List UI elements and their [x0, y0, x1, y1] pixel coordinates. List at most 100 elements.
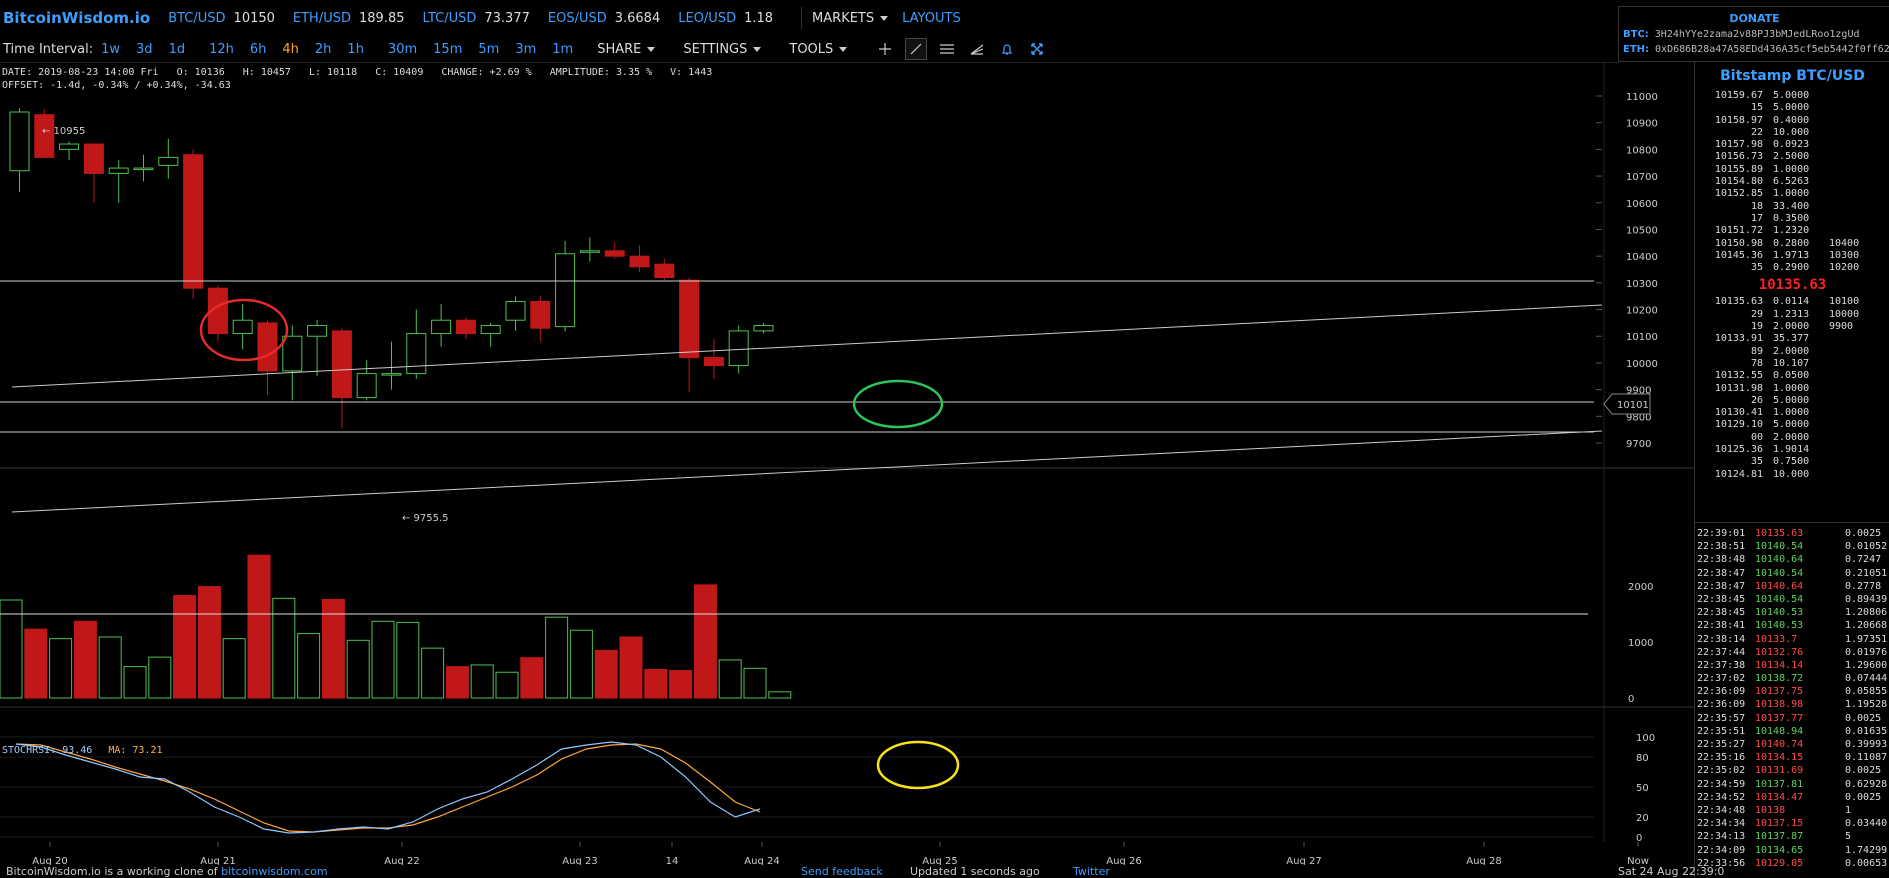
volume-bar: [272, 597, 296, 699]
interval-1m[interactable]: 1m: [552, 41, 574, 57]
bid-row[interactable]: 10135.63 0.0114 10100: [1695, 296, 1889, 308]
trade-row[interactable]: 22:34:09 10134.65 1.74299: [1695, 844, 1889, 857]
interval-12h[interactable]: 12h: [209, 41, 234, 57]
bid-row[interactable]: 35 0.7500: [1695, 456, 1889, 468]
ask-row[interactable]: 15 5.0000: [1695, 102, 1889, 114]
send-feedback-link[interactable]: Send feedback: [801, 865, 883, 878]
trade-row[interactable]: 22:34:34 10137.15 0.03440: [1695, 817, 1889, 830]
settings-menu[interactable]: SETTINGS: [683, 42, 762, 57]
interval-30m[interactable]: 30m: [387, 41, 418, 57]
ask-row[interactable]: 10158.97 0.4000: [1695, 115, 1889, 127]
ask-row[interactable]: 18 33.400: [1695, 201, 1889, 213]
interval-3m[interactable]: 3m: [515, 41, 537, 57]
trade-row[interactable]: 22:38:47 10140.64 0.2778: [1695, 580, 1889, 593]
ticker-eos[interactable]: EOS/USD 3.6684: [548, 11, 660, 26]
eth-address[interactable]: 0xD686B28a47A58EDd436A35cf5eb5442f0ff62: [1655, 44, 1889, 55]
donate-eth[interactable]: ETH: 0xD686B28a47A58EDd436A35cf5eb5442f0f…: [1623, 44, 1889, 55]
trade-row[interactable]: 22:35:27 10140.74 0.39993: [1695, 738, 1889, 751]
interval-15m[interactable]: 15m: [433, 41, 463, 57]
tools-menu[interactable]: TOOLS: [789, 42, 848, 57]
interval-4h[interactable]: 4h: [282, 41, 299, 57]
horizontal-lines-icon[interactable]: [937, 39, 957, 59]
ticker-eth[interactable]: ETH/USD 189.85: [293, 11, 405, 26]
bid-row[interactable]: 19 2.0000 9900: [1695, 321, 1889, 333]
ticker-leo[interactable]: LEO/USD 1.18: [678, 11, 773, 26]
layouts-link[interactable]: LAYOUTS: [902, 10, 961, 26]
interval-6h[interactable]: 6h: [249, 41, 267, 57]
trade-row[interactable]: 22:39:01 10135.63 0.0025: [1695, 527, 1889, 540]
ticker-ltc[interactable]: LTC/USD 73.377: [423, 11, 530, 26]
bid-amount: 2.0000: [1773, 321, 1810, 333]
alert-bell-icon[interactable]: [997, 39, 1017, 59]
trade-row[interactable]: 22:38:14 10133.7 1.97351: [1695, 633, 1889, 646]
trade-row[interactable]: 22:38:47 10140.54 0.21051: [1695, 567, 1889, 580]
twitter-link[interactable]: Twitter: [1073, 865, 1110, 878]
share-menu[interactable]: SHARE: [597, 42, 656, 57]
ask-row[interactable]: 10151.72 1.2320: [1695, 225, 1889, 237]
interval-1h[interactable]: 1h: [347, 41, 364, 57]
interval-5m[interactable]: 5m: [478, 41, 500, 57]
trade-row[interactable]: 22:36:09 10138.98 1.19528: [1695, 698, 1889, 711]
ask-row[interactable]: 35 0.2900 10200: [1695, 262, 1889, 274]
trade-row[interactable]: 22:37:02 10138.72 0.07444: [1695, 672, 1889, 685]
trade-row[interactable]: 22:35:02 10131.69 0.0025: [1695, 764, 1889, 777]
fullscreen-icon[interactable]: [1027, 39, 1047, 59]
brand-logo[interactable]: BitcoinWisdom.io: [3, 9, 151, 27]
interval-1d[interactable]: 1d: [168, 41, 186, 57]
ask-row[interactable]: 10159.67 5.0000: [1695, 90, 1889, 102]
interval-2h[interactable]: 2h: [314, 41, 332, 57]
trade-row[interactable]: 22:37:44 10132.76 0.01976: [1695, 646, 1889, 659]
bid-row[interactable]: 10130.41 1.0000: [1695, 407, 1889, 419]
bid-row[interactable]: 29 1.2313 10000: [1695, 309, 1889, 321]
ask-row[interactable]: 10152.85 1.0000: [1695, 188, 1889, 200]
ask-row[interactable]: 10157.98 0.0923: [1695, 139, 1889, 151]
crosshair-icon[interactable]: [875, 39, 895, 59]
trade-row[interactable]: 22:38:45 10140.54 0.89439: [1695, 593, 1889, 606]
interval-3d[interactable]: 3d: [136, 41, 153, 57]
bitcoinwisdom-link[interactable]: bitcoinwisdom.com: [221, 865, 328, 878]
ask-row[interactable]: 17 0.3500: [1695, 213, 1889, 225]
trade-row[interactable]: 22:37:38 10134.14 1.29600: [1695, 659, 1889, 672]
trade-row[interactable]: 22:34:13 10137.87 5: [1695, 830, 1889, 843]
ask-row[interactable]: 22 10.000: [1695, 127, 1889, 139]
ask-row[interactable]: 10155.89 1.0000: [1695, 164, 1889, 176]
ask-row[interactable]: 10154.80 6.5263: [1695, 176, 1889, 188]
bid-row[interactable]: 10131.98 1.0000: [1695, 383, 1889, 395]
bid-row[interactable]: 10129.10 5.0000: [1695, 419, 1889, 431]
bid-row[interactable]: 78 10.107: [1695, 358, 1889, 370]
trade-row[interactable]: 22:38:48 10140.64 0.7247: [1695, 553, 1889, 566]
trade-row[interactable]: 22:34:59 10137.81 0.62928: [1695, 778, 1889, 791]
donate-btc[interactable]: BTC: 3H24hYYe2zama2v88PJ3bMJedLRoo1zgUd: [1623, 29, 1889, 40]
trade-price: 10140.54: [1755, 541, 1804, 553]
bid-row[interactable]: 00 2.0000: [1695, 432, 1889, 444]
trade-row[interactable]: 22:34:48 10138 1: [1695, 804, 1889, 817]
bid-row[interactable]: 10132.55 0.0500: [1695, 370, 1889, 382]
ask-row[interactable]: 10145.36 1.9713 10300: [1695, 250, 1889, 262]
bid-row[interactable]: 10124.81 10.000: [1695, 469, 1889, 481]
trade-row[interactable]: 22:35:57 10137.77 0.0025: [1695, 712, 1889, 725]
price-chart[interactable]: 11000 10900 10800 10700 10600 10500 10400 10300…: [0, 62, 1694, 865]
stoch-tick-label: 20: [1636, 813, 1649, 824]
ask-amount: 1.2320: [1773, 225, 1810, 237]
candle-body: [555, 253, 576, 328]
trend-line-icon[interactable]: [905, 38, 928, 60]
bid-row[interactable]: 89 2.0000: [1695, 346, 1889, 358]
ask-row[interactable]: 10156.73 2.5000: [1695, 151, 1889, 163]
bid-row[interactable]: 10133.91 35.377: [1695, 333, 1889, 345]
ask-row[interactable]: 10150.98 0.2800 10400: [1695, 238, 1889, 250]
trade-row[interactable]: 22:35:51 10148.94 0.01635: [1695, 725, 1889, 738]
trade-row[interactable]: 22:36:09 10137.75 0.05855: [1695, 685, 1889, 698]
interval-1w[interactable]: 1w: [101, 41, 121, 57]
bid-row[interactable]: 10125.36 1.9014: [1695, 444, 1889, 456]
trade-row[interactable]: 22:38:51 10140.54 0.01052: [1695, 540, 1889, 553]
trade-row[interactable]: 22:38:45 10140.53 1.20806: [1695, 606, 1889, 619]
fibonacci-fan-icon[interactable]: [967, 39, 987, 59]
bid-row[interactable]: 26 5.0000: [1695, 395, 1889, 407]
trade-row[interactable]: 22:34:52 10134.47 0.0025: [1695, 791, 1889, 804]
trade-row[interactable]: 22:38:41 10140.53 1.20668: [1695, 619, 1889, 632]
markets-menu[interactable]: MARKETS: [812, 11, 889, 26]
trade-row[interactable]: 22:33:56 10129.05 0.00653: [1695, 857, 1889, 870]
btc-address[interactable]: 3H24hYYe2zama2v88PJ3bMJedLRoo1zgUd: [1654, 29, 1860, 40]
trade-row[interactable]: 22:35:16 10134.15 0.11087: [1695, 751, 1889, 764]
ticker-btc[interactable]: BTC/USD 10150: [168, 11, 275, 26]
